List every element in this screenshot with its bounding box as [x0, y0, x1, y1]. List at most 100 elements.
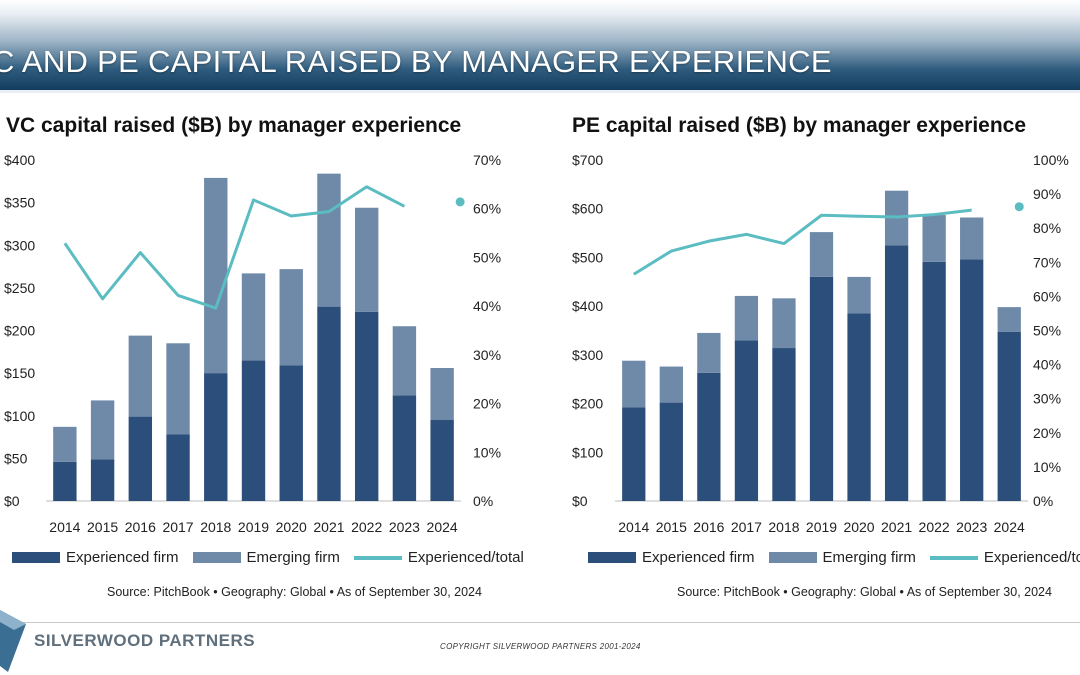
- bar-experienced: [922, 261, 946, 501]
- pe-legend-emerging: Emerging firm: [768, 549, 916, 566]
- x-tick-label: 2021: [881, 519, 912, 535]
- x-tick-label: 2020: [276, 519, 307, 535]
- header-banner: [0, 0, 1080, 92]
- footer-divider: [0, 622, 1080, 623]
- x-tick-label: 2017: [731, 519, 762, 535]
- bar-emerging: [317, 173, 341, 307]
- y-left-tick-label: $350: [4, 195, 35, 211]
- bar-experienced: [279, 365, 303, 501]
- x-tick-label: 2014: [618, 519, 649, 535]
- y-left-tick-label: $600: [572, 201, 603, 217]
- ratio-point-2024: [455, 197, 465, 207]
- legend-label: Emerging firm: [246, 549, 340, 566]
- vc-legend: Experienced firm Emerging firm Experienc…: [12, 549, 538, 566]
- y-left-tick-label: $200: [4, 323, 35, 339]
- x-tick-label: 2022: [919, 519, 950, 535]
- bar-emerging: [166, 343, 190, 435]
- y-left-tick-label: $500: [572, 249, 603, 265]
- bar-experienced: [430, 420, 454, 501]
- y-left-tick-label: $150: [4, 365, 35, 381]
- bar-emerging: [204, 177, 228, 374]
- silverwood-logo-icon: [0, 610, 26, 672]
- bar-emerging: [53, 426, 77, 462]
- y-left-tick-label: $100: [572, 444, 603, 460]
- bar-emerging: [997, 307, 1021, 332]
- x-tick-label: 2019: [238, 519, 269, 535]
- bar-experienced: [241, 360, 266, 501]
- bar-emerging: [922, 215, 946, 262]
- pe-legend: Experienced firm Emerging firm Experienc…: [588, 549, 1080, 566]
- pe-chart: $0 $100 $200 $300 $400 $500 $600 $700 0% 10% 20% 30…: [572, 152, 1069, 535]
- bar-experienced: [960, 259, 984, 501]
- y-right-tick-label: 60%: [1033, 288, 1061, 304]
- header-divider: [0, 90, 1080, 93]
- bar-emerging: [772, 298, 796, 349]
- bar-emerging: [809, 232, 834, 277]
- vc-chart: $0 $50 $100 $150 $200 $250 $300 $350 $400 0% 10% 20…: [4, 152, 501, 535]
- bar-experienced: [659, 402, 683, 501]
- bar-emerging: [622, 360, 646, 408]
- bar-experienced: [697, 372, 721, 501]
- bar-emerging: [430, 368, 454, 421]
- bar-experienced: [997, 331, 1021, 501]
- x-tick-label: 2024: [994, 519, 1025, 535]
- bar-experienced: [354, 311, 379, 501]
- bar-emerging: [90, 400, 115, 460]
- y-left-tick-label: $200: [572, 396, 603, 412]
- emerging-swatch: [192, 552, 241, 563]
- y-left-tick-label: $300: [572, 347, 603, 363]
- y-right-tick-label: 80%: [1033, 220, 1061, 236]
- y-right-tick-label: 40%: [473, 298, 501, 314]
- y-left-tick-label: $400: [572, 298, 603, 314]
- x-tick-label: 2016: [125, 519, 156, 535]
- ratio-line: [632, 208, 972, 276]
- x-tick-label: 2015: [87, 519, 118, 535]
- ratio-swatch: [929, 555, 978, 560]
- emerging-swatch: [768, 552, 817, 563]
- bar-experienced: [847, 313, 871, 501]
- y-right-tick-label: 10%: [1033, 459, 1061, 475]
- y-right-tick-label: 30%: [473, 347, 501, 363]
- x-tick-label: 2014: [49, 519, 80, 535]
- legend-label: Experienced/total: [983, 549, 1080, 566]
- bar-experienced: [166, 434, 190, 501]
- y-right-tick-label: 10%: [473, 444, 501, 460]
- bar-emerging: [241, 273, 266, 361]
- y-left-tick-label: $400: [4, 152, 35, 168]
- bar-emerging: [279, 269, 303, 366]
- legend-label: Experienced firm: [642, 549, 755, 566]
- x-tick-label: 2018: [200, 519, 231, 535]
- ratio-swatch: [353, 555, 402, 560]
- y-left-tick-label: $250: [4, 280, 35, 296]
- y-right-tick-label: 30%: [1033, 391, 1061, 407]
- y-right-tick-label: 0%: [1033, 493, 1053, 509]
- bar-experienced: [392, 395, 417, 501]
- legend-label: Emerging firm: [822, 549, 916, 566]
- x-tick-label: 2017: [162, 519, 193, 535]
- x-tick-label: 2018: [768, 519, 799, 535]
- bar-emerging: [659, 366, 683, 403]
- copyright: COPYRIGHT SILVERWOOD PARTNERS 2001-2024: [440, 642, 641, 651]
- page-title: C AND PE CAPITAL RAISED BY MANAGER EXPER…: [0, 44, 832, 79]
- x-tick-label: 2024: [427, 519, 458, 535]
- y-right-tick-label: 50%: [473, 249, 501, 265]
- x-tick-label: 2023: [389, 519, 420, 535]
- experienced-swatch: [12, 552, 60, 563]
- y-right-tick-label: 20%: [473, 396, 501, 412]
- y-left-tick-label: $300: [4, 237, 35, 253]
- pe-chart-title: PE capital raised ($B) by manager experi…: [572, 114, 1027, 137]
- x-tick-label: 2022: [351, 519, 382, 535]
- bar-emerging: [128, 335, 153, 417]
- y-right-tick-label: 0%: [473, 493, 493, 509]
- legend-label: Experienced/total: [407, 549, 524, 566]
- bar-emerging: [354, 207, 379, 312]
- bar-experienced: [53, 461, 77, 501]
- bar-emerging: [847, 276, 871, 314]
- experienced-swatch: [588, 552, 636, 563]
- x-tick-label: 2016: [693, 519, 724, 535]
- bar-experienced: [734, 340, 759, 501]
- vc-legend-ratio: Experienced/total: [353, 549, 524, 566]
- bar-emerging: [960, 217, 984, 260]
- bar-experienced: [128, 416, 153, 501]
- y-right-tick-label: 60%: [473, 201, 501, 217]
